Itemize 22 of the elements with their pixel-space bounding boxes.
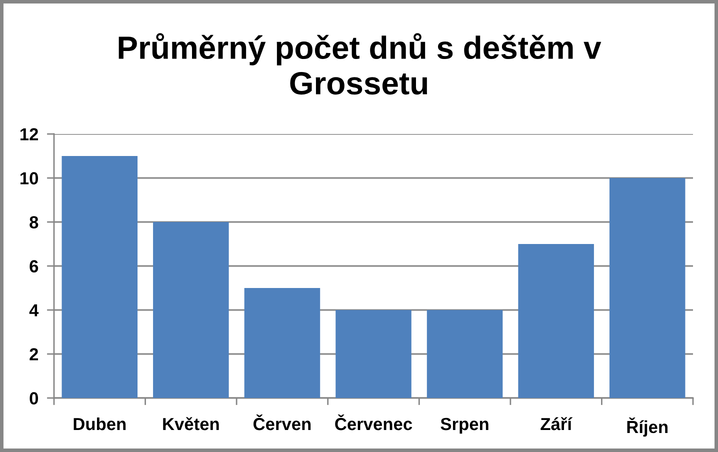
x-tick-label: Září xyxy=(540,417,572,430)
x-tick-label: Červenec xyxy=(335,414,412,430)
y-tick-label: 6 xyxy=(30,260,38,272)
bar xyxy=(426,310,503,398)
y-tick-label: 8 xyxy=(30,216,38,228)
bar xyxy=(153,222,229,398)
x-tick-label: Duben xyxy=(74,417,126,430)
bar xyxy=(62,156,138,398)
y-tick-label: 4 xyxy=(29,304,39,316)
x-tick-label: Červen xyxy=(253,414,311,430)
x-tick-label: Srpen xyxy=(440,418,488,434)
x-tick-label: Květen xyxy=(163,417,219,430)
y-tick-label: 12 xyxy=(20,128,38,140)
chart-title: Průměrný počet dnů s deštěm v Grossetu xyxy=(118,33,602,95)
bar xyxy=(518,244,594,398)
y-tick-label: 10 xyxy=(20,172,38,184)
bar xyxy=(609,178,686,398)
y-tick-label: 0 xyxy=(30,392,38,404)
bar xyxy=(336,310,412,398)
bar xyxy=(244,288,320,398)
y-tick-label: 2 xyxy=(30,348,38,360)
x-tick-label: Říjen xyxy=(627,417,668,437)
